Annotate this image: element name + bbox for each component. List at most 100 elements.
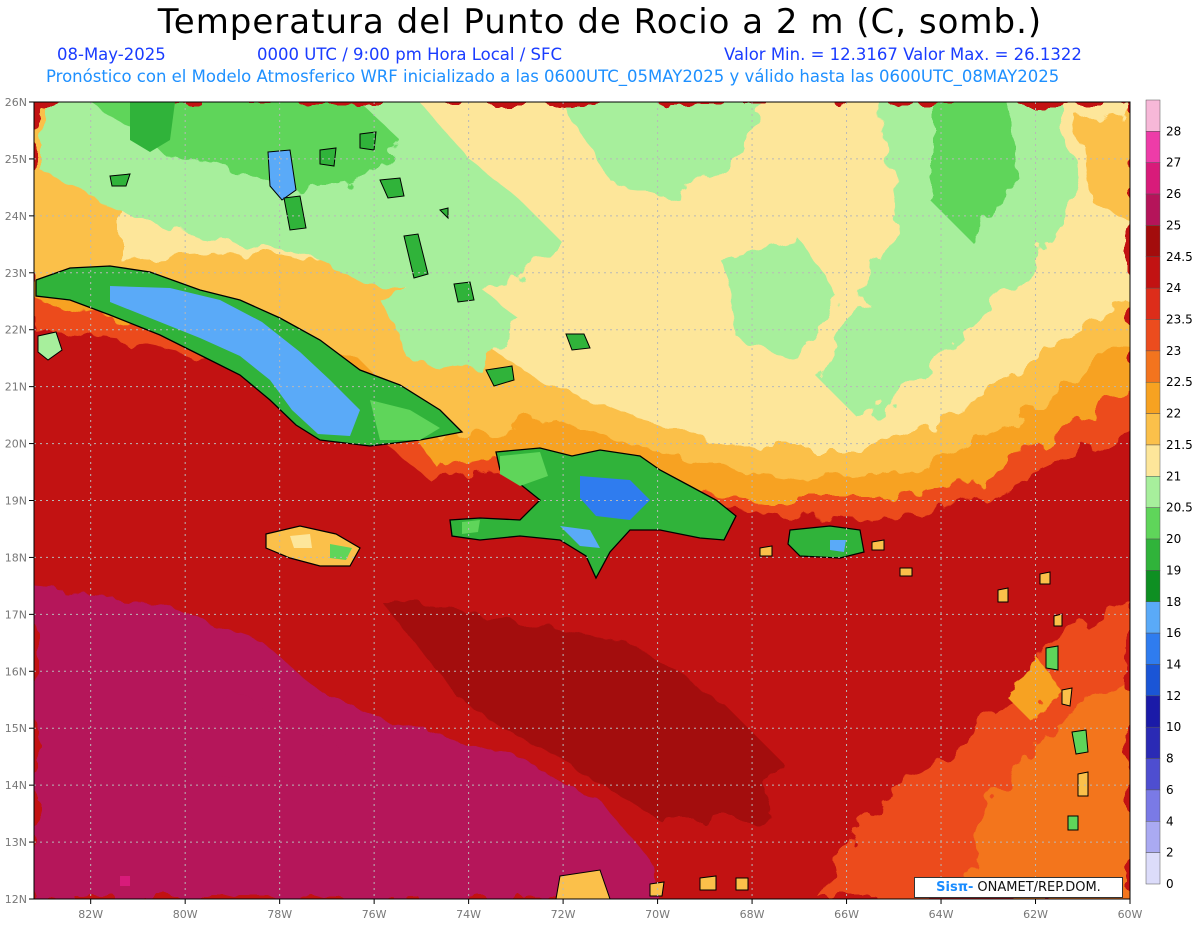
- lat-tick-label: 14N: [5, 779, 27, 792]
- colorbar-label: 8: [1166, 752, 1174, 766]
- field-southwest-high: [34, 590, 660, 899]
- colorbar-swatch: [1145, 601, 1161, 634]
- colorbar-label: 18: [1166, 595, 1181, 609]
- colorbar-swatch: [1145, 570, 1161, 603]
- lon-tick-label: 70W: [645, 908, 670, 921]
- colorbar-swatch: [1145, 664, 1161, 697]
- lat-tick-label: 24N: [5, 210, 27, 223]
- lat-tick-label: 22N: [5, 324, 27, 337]
- colorbar-swatch: [1145, 162, 1161, 195]
- model-description: Pronóstico con el Modelo Atmosferico WRF…: [46, 67, 1060, 86]
- lat-tick-label: 12N: [5, 893, 27, 906]
- forecast-time: 0000 UTC / 9:00 pm Hora Local / SFC: [257, 45, 563, 64]
- colorbar-label: 22: [1166, 407, 1181, 421]
- lon-tick-label: 72W: [551, 908, 576, 921]
- colorbar-swatch: [1145, 131, 1161, 163]
- colorbar-label: 16: [1166, 626, 1181, 640]
- colorbar-swatch: [1145, 821, 1161, 853]
- lat-tick-label: 16N: [5, 665, 27, 678]
- lat-tick-label: 13N: [5, 836, 27, 849]
- field-patch: [1080, 110, 1130, 220]
- jamaica: [265, 525, 361, 567]
- lon-tick-label: 76W: [362, 908, 387, 921]
- min-max-values: Valor Min. = 12.3167 Valor Max. = 26.132…: [724, 45, 1082, 64]
- colorbar-swatch: [1145, 413, 1161, 446]
- bahamas-islands: [109, 102, 591, 387]
- colorbar-swatch: [1145, 381, 1161, 414]
- colorbar-label: 12: [1166, 689, 1181, 703]
- colorbar-label: 23.5: [1166, 313, 1193, 327]
- field-atlantic-green: [560, 102, 760, 200]
- lat-tick-label: 15N: [5, 722, 27, 735]
- colorbar-label: 14: [1166, 657, 1181, 671]
- colorbar-label: 27: [1166, 156, 1181, 170]
- sispi-logo: Sisπ-: [936, 880, 974, 895]
- lat-tick-label: 21N: [5, 381, 27, 394]
- colorbar-label: 26: [1166, 187, 1181, 201]
- watermark: Sisπ- ONAMET/REP.DOM.: [914, 877, 1123, 898]
- colorbar-label: 4: [1166, 814, 1174, 828]
- lon-tick-label: 64W: [929, 908, 954, 921]
- colorbar-swatch: [1145, 852, 1161, 885]
- colorbar-swatch: [1145, 256, 1161, 289]
- lesser-antilles: [120, 539, 1089, 899]
- colorbar-swatch: [1145, 444, 1161, 477]
- field-atlantic-green-strong: [930, 102, 1020, 240]
- colorbar-label: 0: [1166, 877, 1174, 891]
- lat-tick-label: 25N: [5, 153, 27, 166]
- colorbar-label: 19: [1166, 563, 1181, 577]
- colorbar-swatch: [1145, 193, 1161, 226]
- colorbar-label: 28: [1166, 124, 1181, 138]
- lat-lon-grid: [34, 102, 1130, 899]
- colorbar-label: 6: [1166, 783, 1174, 797]
- lon-tick-label: 82W: [78, 908, 103, 921]
- cuba: [35, 265, 464, 447]
- colorbar-swatch: [1145, 476, 1161, 508]
- lon-tick-label: 74W: [456, 908, 481, 921]
- lat-tick-label: 19N: [5, 495, 27, 508]
- watermark-org: ONAMET/REP.DOM.: [977, 880, 1101, 895]
- colorbar-label: 20: [1166, 532, 1181, 546]
- field-darkred: [380, 600, 780, 820]
- colorbar-swatch: [1145, 99, 1161, 132]
- colorbar-swatch: [1145, 538, 1161, 571]
- colorbar-swatch: [1145, 632, 1161, 665]
- colorbar-swatch: [1145, 225, 1161, 258]
- puerto-rico: [787, 525, 865, 559]
- lat-tick-label: 17N: [5, 608, 27, 621]
- lon-tick-label: 62W: [1023, 908, 1048, 921]
- hispaniola: [449, 447, 737, 580]
- colorbar-swatch: [1145, 350, 1161, 383]
- field-patch: [380, 280, 520, 370]
- colorbar-label: 24: [1166, 281, 1181, 295]
- lon-tick-label: 66W: [834, 908, 859, 921]
- lon-tick-label: 60W: [1118, 908, 1143, 921]
- forecast-date: 08-May-2025: [57, 45, 166, 64]
- colorbar-swatch: [1145, 695, 1161, 728]
- lon-tick-label: 80W: [173, 908, 198, 921]
- colorbar-label: 21: [1166, 469, 1181, 483]
- lat-tick-label: 26N: [5, 96, 27, 109]
- colorbar-swatch: [1145, 789, 1161, 822]
- colorbar-swatch: [1145, 319, 1161, 352]
- field-patch: [150, 690, 380, 800]
- colorbar-label: 25: [1166, 218, 1181, 232]
- colorbar-label: 10: [1166, 720, 1181, 734]
- lat-tick-label: 20N: [5, 438, 27, 451]
- colorbar-label: 24.5: [1166, 250, 1193, 264]
- field-patch: [1000, 660, 1060, 720]
- colorbar-label: 23: [1166, 344, 1181, 358]
- colorbar-swatch: [1145, 507, 1161, 540]
- axis-ticks: 82W 80W 78W 76W 74W 72W 70W 68W 66W 64W 62W 60W 12N 1…: [5, 96, 1143, 921]
- colorbar-swatch: [1145, 726, 1161, 759]
- lat-tick-label: 23N: [5, 267, 27, 280]
- colorbar-label: 20.5: [1166, 501, 1193, 515]
- colorbar: 2827262524.52423.52322.52221.52120.52019…: [1145, 99, 1193, 891]
- lat-tick-label: 18N: [5, 551, 27, 564]
- colorbar-label: 22.5: [1166, 375, 1193, 389]
- colorbar-swatch: [1145, 758, 1161, 791]
- lon-tick-label: 78W: [267, 908, 292, 921]
- colorbar-label: 2: [1166, 846, 1174, 860]
- colorbar-label: 21.5: [1166, 438, 1193, 452]
